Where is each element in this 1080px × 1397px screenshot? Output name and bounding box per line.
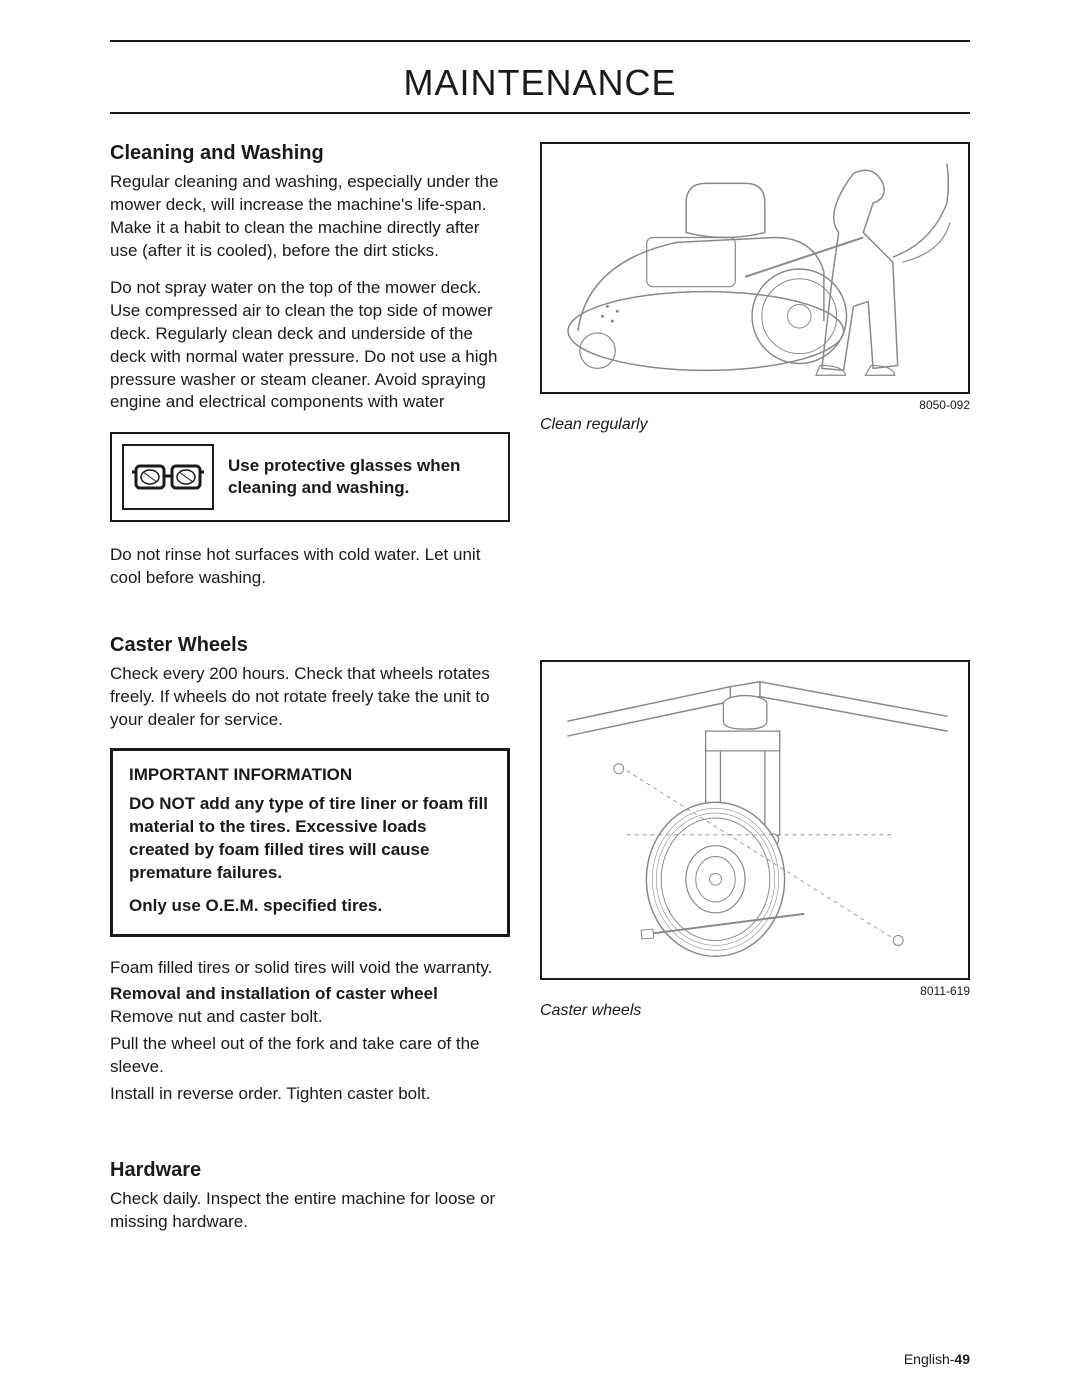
caster-heading: Caster Wheels: [110, 634, 510, 657]
hardware-section: Hardware Check daily. Inspect the entire…: [110, 1159, 510, 1234]
caster-p2: Foam filled tires or solid tires will vo…: [110, 957, 510, 980]
glasses-icon: [132, 462, 204, 492]
caster-figure: [540, 660, 970, 980]
cleaning-left: Cleaning and Washing Regular cleaning an…: [110, 142, 510, 604]
cleaning-figure-id: 8050-092: [540, 398, 970, 412]
caster-p3: Remove nut and caster bolt.: [110, 1006, 510, 1029]
cleaning-illustration: [542, 144, 968, 392]
caster-p1: Check every 200 hours. Check that wheels…: [110, 663, 510, 732]
caster-left: Caster Wheels Check every 200 hours. Che…: [110, 634, 510, 1119]
cleaning-p3: Do not rinse hot surfaces with cold wate…: [110, 544, 510, 590]
caster-p5: Install in reverse order. Tighten caster…: [110, 1083, 510, 1106]
caster-illustration: [542, 662, 968, 978]
caster-figure-id: 8011-619: [540, 984, 970, 998]
caster-p4: Pull the wheel out of the fork and take …: [110, 1033, 510, 1079]
info-heading: IMPORTANT INFORMATION: [129, 765, 491, 785]
caster-section: Caster Wheels Check every 200 hours. Che…: [110, 634, 970, 1119]
title-rule: [110, 112, 970, 114]
caster-sub-heading: Removal and installation of caster wheel: [110, 984, 510, 1004]
glasses-icon-frame: [122, 444, 214, 510]
caster-right: 8011-619 Caster wheels: [540, 634, 970, 1119]
info-p2: Only use O.E.M. specified tires.: [129, 895, 491, 918]
cleaning-p2: Do not spray water on the top of the mow…: [110, 277, 510, 415]
page-footer: English-49: [904, 1351, 970, 1367]
cleaning-right: 8050-092 Clean regularly: [540, 142, 970, 604]
important-info-box: IMPORTANT INFORMATION DO NOT add any typ…: [110, 748, 510, 937]
info-p1: DO NOT add any type of tire liner or foa…: [129, 793, 491, 885]
cleaning-figure-caption: Clean regularly: [540, 416, 970, 434]
cleaning-figure: [540, 142, 970, 394]
safety-glasses-box: Use protective glasses when cleaning and…: [110, 432, 510, 522]
cleaning-p1: Regular cleaning and washing, especially…: [110, 171, 510, 263]
footer-page-number: 49: [954, 1351, 970, 1367]
page-container: MAINTENANCE Cleaning and Washing Regular…: [0, 0, 1080, 1234]
hardware-p1: Check daily. Inspect the entire machine …: [110, 1188, 510, 1234]
cleaning-section: Cleaning and Washing Regular cleaning an…: [110, 142, 970, 604]
page-title: MAINTENANCE: [110, 50, 970, 112]
hardware-heading: Hardware: [110, 1159, 510, 1182]
top-rule: [110, 40, 970, 42]
caster-figure-caption: Caster wheels: [540, 1002, 970, 1020]
cleaning-heading: Cleaning and Washing: [110, 142, 510, 165]
safety-glasses-text: Use protective glasses when cleaning and…: [228, 455, 498, 499]
footer-label: English-: [904, 1351, 955, 1367]
